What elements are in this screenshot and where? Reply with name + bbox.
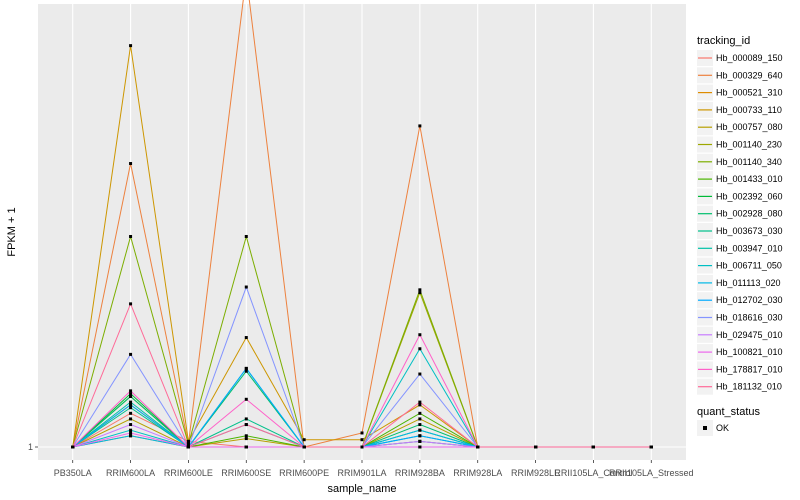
data-point <box>244 336 248 340</box>
data-point <box>129 431 133 435</box>
x-tick-label: RRII105LA_Stressed <box>609 468 694 478</box>
data-point <box>418 333 422 337</box>
data-point <box>360 438 364 442</box>
data-point <box>129 406 133 410</box>
data-point <box>418 428 422 432</box>
data-point <box>418 400 422 404</box>
legend-label: Hb_000733_110 <box>716 105 782 115</box>
legend-color-entries: Hb_000089_150 Hb_000329_640 Hb_000521_310 H… <box>697 50 783 395</box>
legend-label: Hb_012702_030 <box>716 295 783 305</box>
data-point <box>591 445 595 449</box>
x-tick-label: RRIM928LA <box>453 468 502 478</box>
x-tick-label: RRIM600LA <box>106 468 155 478</box>
legend-label: Hb_100821_010 <box>716 347 783 357</box>
legend-label: Hb_006711_050 <box>716 261 782 271</box>
data-point <box>244 366 248 370</box>
legend-label: Hb_000329_640 <box>716 70 783 80</box>
data-point <box>418 439 422 443</box>
data-point <box>302 438 306 442</box>
data-point <box>244 285 248 289</box>
data-point <box>129 394 133 398</box>
data-point <box>244 417 248 421</box>
data-point <box>476 445 480 449</box>
legend-label: Hb_011113_020 <box>716 278 781 288</box>
legend-shape-label: OK <box>716 423 729 433</box>
legend-label: Hb_001140_340 <box>716 157 782 167</box>
data-point <box>244 423 248 427</box>
data-point <box>129 44 133 48</box>
x-tick-label: RRII105LA_Control <box>554 468 632 478</box>
legend-label: Hb_001433_010 <box>716 174 783 184</box>
data-point <box>129 392 133 396</box>
data-point <box>418 124 422 128</box>
data-point <box>244 445 248 449</box>
data-point <box>360 445 364 449</box>
data-point <box>129 423 133 427</box>
x-tick-label: RRIM901LA <box>337 468 386 478</box>
data-point <box>244 235 248 238</box>
legend-label: Hb_029475_010 <box>716 330 783 340</box>
legend-label: Hb_003673_030 <box>716 226 783 236</box>
y-axis-ticks: 1 <box>28 442 38 452</box>
data-point <box>129 400 133 404</box>
data-point <box>186 442 190 446</box>
x-tick-label: RRIM600PE <box>279 468 329 478</box>
data-point <box>418 434 422 438</box>
y-axis-title: FPKM + 1 <box>6 207 18 256</box>
legend-label: Hb_018616_030 <box>716 313 783 323</box>
data-point <box>129 389 133 393</box>
x-axis-ticks: PB350LA RRIM600LA RRIM600LE RRIM600SE RRIM60… <box>54 460 694 478</box>
data-point <box>418 411 422 415</box>
data-point <box>418 347 422 351</box>
data-point <box>244 434 248 438</box>
data-point <box>418 403 422 407</box>
legend-shape-title: quant_status <box>697 406 760 418</box>
data-point <box>129 417 133 421</box>
data-point <box>129 302 133 306</box>
data-point <box>186 445 190 449</box>
legend-label: Hb_181132_010 <box>716 382 782 392</box>
legend-label: Hb_003947_010 <box>716 243 783 253</box>
legend-label: Hb_002392_060 <box>716 191 783 201</box>
legend-shape-key-point <box>703 426 707 430</box>
data-point <box>129 428 133 432</box>
data-point <box>129 162 133 166</box>
data-point <box>129 434 133 438</box>
data-point <box>360 431 364 435</box>
x-tick-label: RRIM600SE <box>221 468 271 478</box>
series-points <box>71 44 653 449</box>
data-point <box>418 417 422 421</box>
data-point <box>244 369 248 373</box>
y-tick-label: 1 <box>28 442 33 452</box>
data-point <box>129 235 133 238</box>
data-point <box>244 397 248 401</box>
data-point <box>129 403 133 407</box>
x-tick-label: RRIM928BA <box>395 468 445 478</box>
data-point <box>129 352 133 356</box>
legend-label: Hb_000089_150 <box>716 53 783 63</box>
data-point <box>418 423 422 427</box>
legend-label: Hb_178817_010 <box>716 364 783 374</box>
legend-label: Hb_000757_080 <box>716 122 783 132</box>
legend-color-title: tracking_id <box>697 35 750 47</box>
legend-label: Hb_000521_310 <box>716 88 783 98</box>
legend-label: Hb_002928_080 <box>716 209 783 219</box>
data-point <box>534 445 538 449</box>
x-tick-label: RRIM928LE <box>511 468 560 478</box>
data-point <box>302 445 306 449</box>
data-point <box>418 291 422 295</box>
data-point <box>649 445 653 449</box>
x-tick-label: PB350LA <box>54 468 92 478</box>
data-point <box>186 439 190 443</box>
data-point <box>418 445 422 449</box>
data-point <box>418 288 422 292</box>
data-point <box>244 437 248 441</box>
data-point <box>129 411 133 415</box>
data-point <box>418 372 422 376</box>
x-axis-title: sample_name <box>327 483 396 495</box>
data-point <box>71 445 75 449</box>
x-tick-label: RRIM600LE <box>164 468 213 478</box>
legend-label: Hb_001140_230 <box>716 140 782 150</box>
